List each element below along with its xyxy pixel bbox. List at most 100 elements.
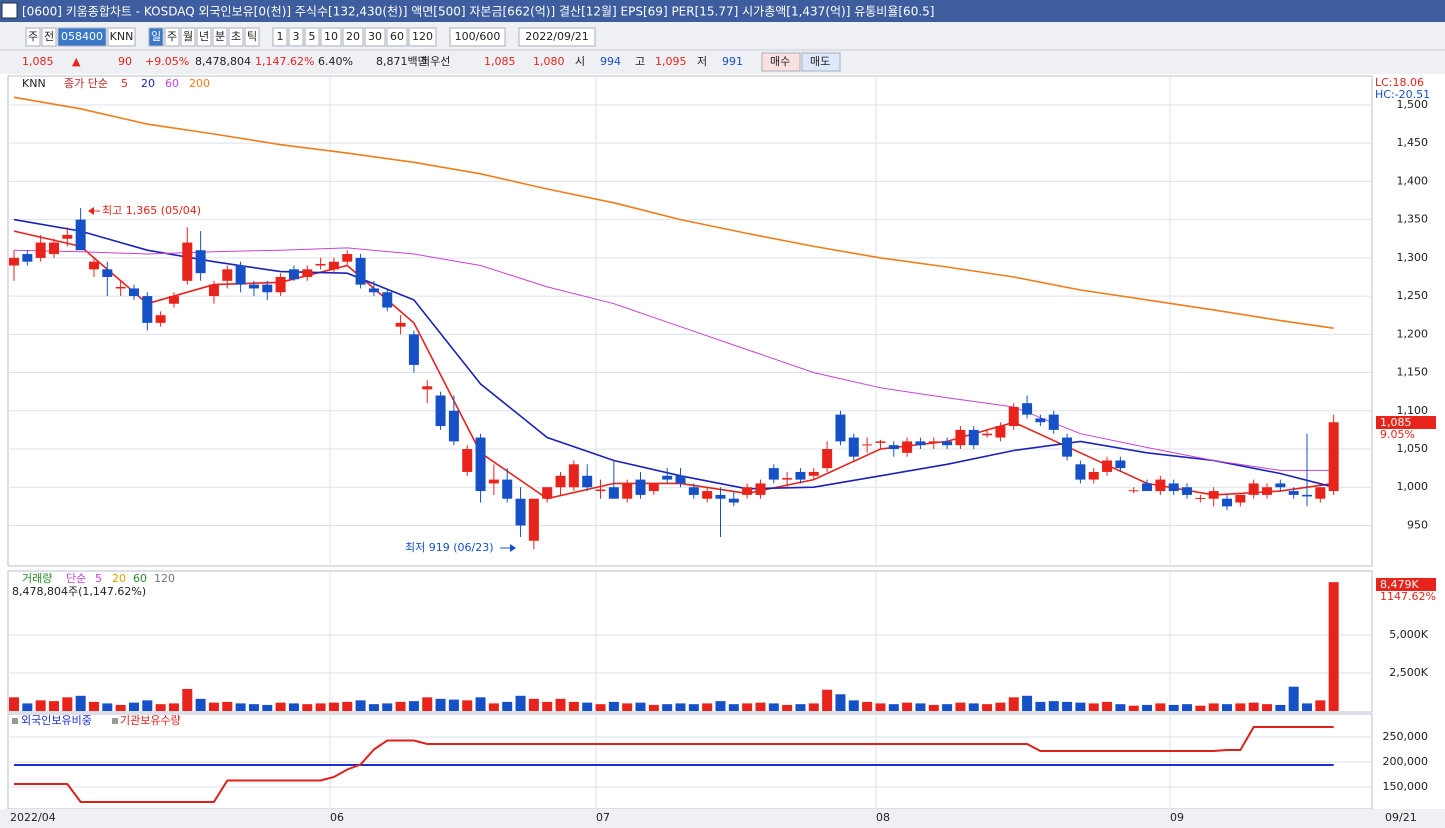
toolbar-label[interactable]: 틱 bbox=[247, 30, 257, 43]
volume-bar bbox=[795, 704, 806, 711]
low-arrow-head bbox=[510, 544, 516, 552]
volume-bar bbox=[542, 701, 553, 711]
toolbar-button[interactable] bbox=[164, 27, 180, 47]
change-label: 9.05% bbox=[1380, 428, 1415, 441]
toolbar-button[interactable] bbox=[364, 27, 386, 47]
toolbar-label[interactable]: 120 bbox=[412, 30, 433, 43]
volume-bar bbox=[1075, 702, 1086, 711]
toolbar-label[interactable]: 058400 bbox=[61, 30, 103, 43]
volume-bar bbox=[742, 703, 753, 711]
candle-body bbox=[288, 269, 299, 280]
volume-bar bbox=[635, 702, 646, 711]
toolbar-label[interactable]: 분 bbox=[215, 30, 225, 43]
toolbar-button[interactable] bbox=[212, 27, 228, 47]
y-tick-label: 1,450 bbox=[1397, 136, 1429, 149]
volume-bar bbox=[222, 701, 233, 711]
toolbar-label[interactable]: 주 bbox=[28, 30, 38, 43]
toolbar-button[interactable] bbox=[148, 27, 164, 47]
candle-body bbox=[128, 288, 139, 297]
volume-bar bbox=[1035, 701, 1046, 711]
info-value[interactable]: 매도 bbox=[810, 55, 830, 68]
toolbar-label[interactable]: KNN bbox=[110, 30, 134, 43]
candle-body bbox=[755, 483, 766, 495]
candle-body bbox=[675, 475, 686, 484]
volume-bar bbox=[288, 703, 299, 711]
last-price-tag bbox=[1376, 416, 1436, 429]
volume-bar bbox=[1022, 695, 1033, 711]
info-value: 1,095 bbox=[655, 55, 687, 68]
toolbar-button[interactable] bbox=[244, 27, 260, 47]
toolbar-button[interactable] bbox=[320, 27, 342, 47]
toolbar-label[interactable]: 1 bbox=[277, 30, 284, 43]
candle-body bbox=[302, 269, 313, 277]
volume-bar bbox=[355, 700, 366, 711]
candle-body bbox=[515, 498, 526, 526]
volume-bar bbox=[102, 703, 113, 711]
low-annotation: 최저 919 (06/23) bbox=[405, 541, 494, 554]
volume-bar bbox=[622, 703, 633, 711]
toolbar-button[interactable] bbox=[304, 27, 320, 47]
toolbar-button[interactable] bbox=[408, 27, 437, 47]
candle-body bbox=[342, 254, 353, 262]
volume-bar bbox=[1288, 686, 1299, 711]
candle-body bbox=[928, 441, 939, 443]
info-value: 1,085 bbox=[484, 55, 516, 68]
candle-body bbox=[1035, 418, 1046, 423]
toolbar-button[interactable] bbox=[25, 27, 41, 47]
candle-body bbox=[715, 494, 726, 499]
toolbar-button[interactable] bbox=[107, 27, 136, 47]
candle-body bbox=[1195, 497, 1206, 499]
candle-body bbox=[1062, 437, 1073, 457]
toolbar-label[interactable]: 10 bbox=[324, 30, 338, 43]
toolbar-label[interactable]: 5 bbox=[309, 30, 316, 43]
toolbar-label[interactable]: 일 bbox=[151, 29, 161, 43]
toolbar-button[interactable] bbox=[272, 27, 288, 47]
volume-value-label: 8,478,804주(1,147.62%) bbox=[12, 585, 146, 598]
toolbar-label[interactable]: 3 bbox=[293, 30, 300, 43]
volume-bar bbox=[1235, 703, 1246, 711]
toolbar-button[interactable] bbox=[342, 27, 364, 47]
candle-body bbox=[702, 491, 713, 499]
volume-bar bbox=[662, 704, 673, 711]
volume-bar bbox=[115, 704, 126, 711]
toolbar-label[interactable]: 20 bbox=[346, 30, 360, 43]
volume-bar bbox=[1302, 703, 1313, 711]
toolbar-button[interactable] bbox=[196, 27, 212, 47]
candle-body bbox=[1208, 491, 1219, 499]
toolbar-button[interactable] bbox=[518, 27, 596, 47]
toolbar-label[interactable]: 30 bbox=[368, 30, 382, 43]
toolbar-label[interactable]: 전 bbox=[44, 30, 54, 43]
toolbar-button[interactable] bbox=[449, 27, 506, 47]
toolbar-button[interactable] bbox=[41, 27, 57, 47]
toolbar-button[interactable] bbox=[228, 27, 244, 47]
moving-average bbox=[13, 96, 1334, 329]
sell-button[interactable] bbox=[801, 52, 841, 72]
toolbar-button[interactable] bbox=[57, 27, 107, 47]
volume-bar bbox=[315, 703, 326, 711]
toolbar-label[interactable]: 60 bbox=[390, 30, 404, 43]
buy-button[interactable] bbox=[761, 52, 801, 72]
candle-body bbox=[1088, 471, 1099, 480]
toolbar-label[interactable]: 년 bbox=[199, 30, 209, 43]
info-value: 1,080 bbox=[533, 55, 565, 68]
candle-body bbox=[542, 487, 553, 499]
toolbar-button[interactable] bbox=[386, 27, 408, 47]
y-tick-label: 1,150 bbox=[1397, 366, 1429, 379]
volume-bar bbox=[168, 703, 179, 711]
toolbar-label[interactable]: 2022/09/21 bbox=[525, 30, 588, 43]
volume-bar bbox=[968, 703, 979, 711]
candle-body bbox=[88, 261, 99, 270]
candle-body bbox=[1288, 491, 1299, 495]
toolbar-label[interactable]: 초 bbox=[231, 30, 241, 43]
toolbar-label[interactable]: 100/600 bbox=[455, 30, 501, 43]
toolbar-label[interactable]: 주 bbox=[167, 30, 177, 43]
toolbar-button[interactable] bbox=[288, 27, 304, 47]
high-arrow-head bbox=[88, 207, 94, 215]
volume-bar bbox=[142, 700, 153, 711]
info-value[interactable]: 매수 bbox=[770, 55, 790, 68]
toolbar-label[interactable]: 월 bbox=[183, 30, 193, 43]
info-value: +9.05% bbox=[145, 55, 189, 68]
candle-body bbox=[1102, 460, 1113, 472]
toolbar-button[interactable] bbox=[180, 27, 196, 47]
